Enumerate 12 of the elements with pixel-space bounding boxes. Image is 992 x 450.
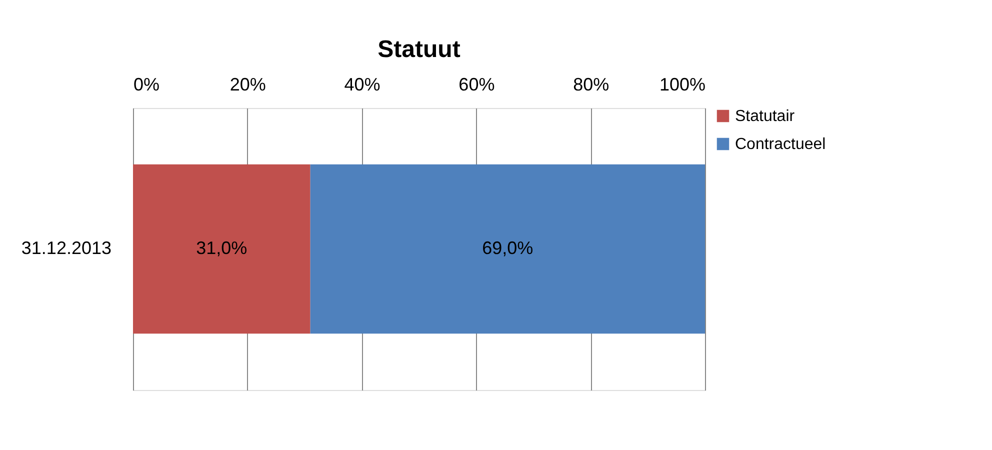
x-tick-label: 60% [458, 74, 495, 94]
x-tick-label: 20% [230, 74, 266, 94]
data-label: 31,0% [196, 238, 248, 258]
legend-label: Statutair [735, 108, 796, 125]
x-tick-label: 0% [134, 74, 160, 94]
x-tick-label: 100% [659, 74, 706, 94]
x-tick-label: 40% [344, 74, 380, 94]
legend-label: Contractueel [735, 136, 826, 153]
chart-title: Statuut [378, 36, 460, 63]
x-tick-label: 80% [573, 74, 610, 94]
data-label: 69,0% [482, 238, 534, 258]
y-tick-label: 31.12.2013 [21, 238, 112, 258]
